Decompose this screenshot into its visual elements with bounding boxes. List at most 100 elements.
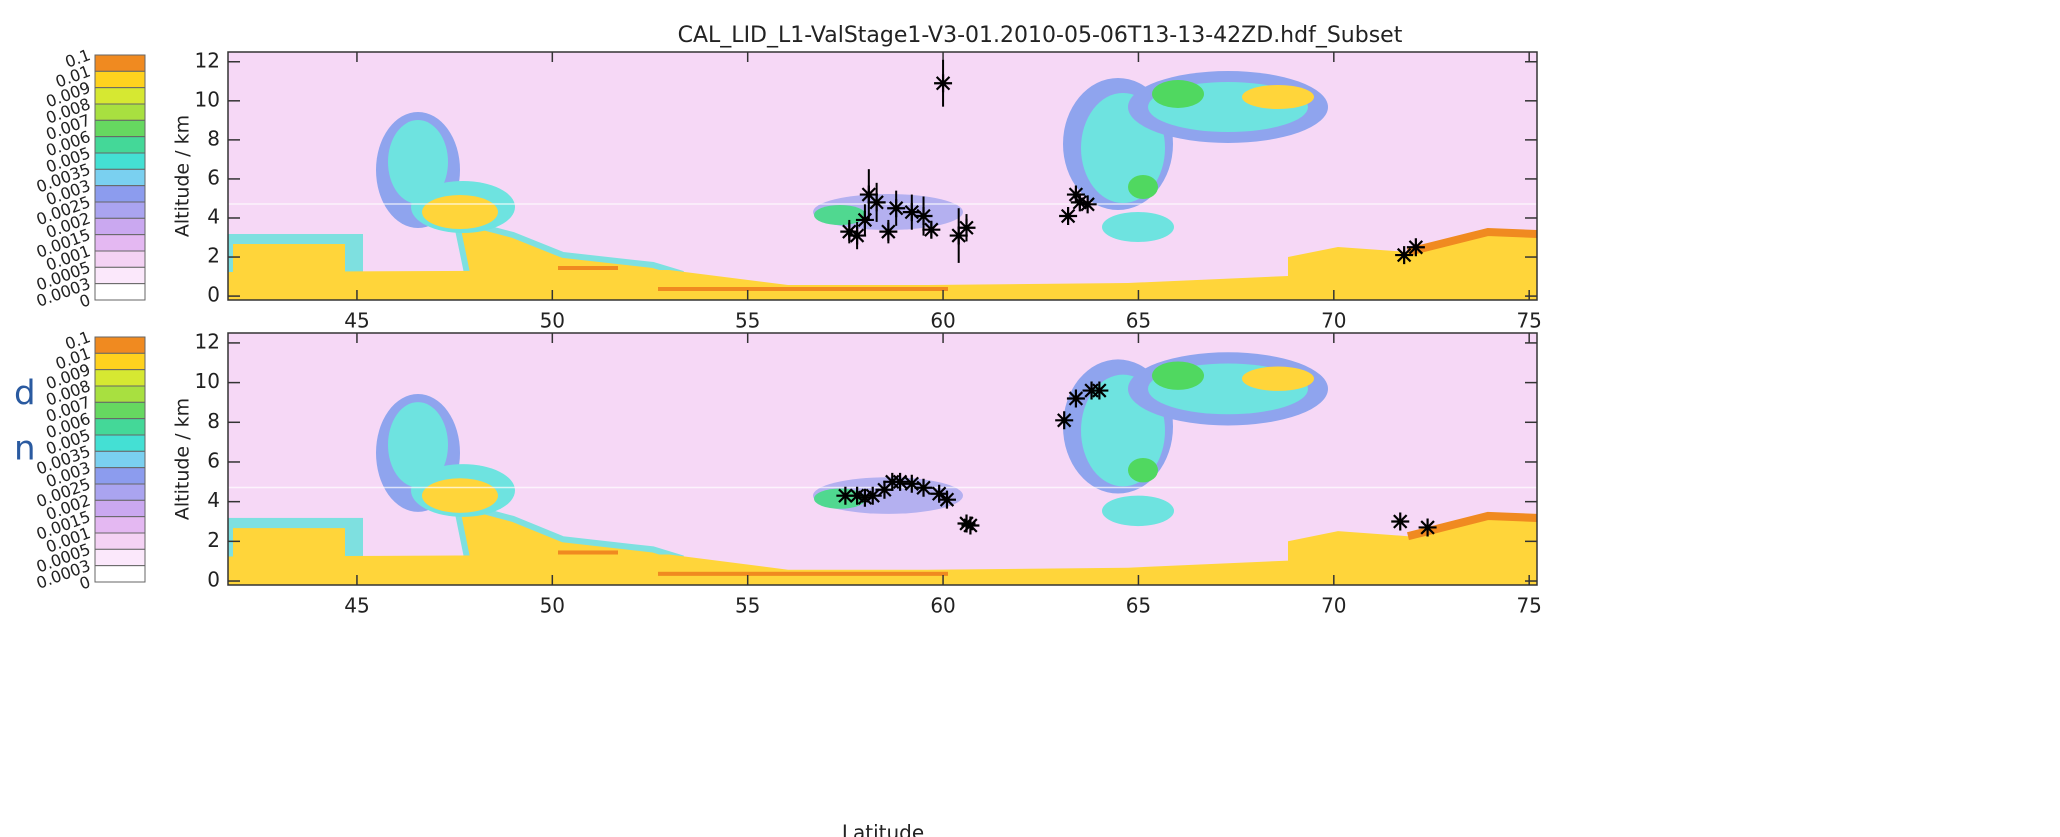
colorbar-swatch bbox=[94, 201, 146, 219]
data-point bbox=[1395, 246, 1414, 265]
colorbar-swatch bbox=[94, 168, 146, 187]
colorbar-swatch bbox=[94, 434, 146, 452]
backscatter-field bbox=[228, 333, 1537, 585]
data-point bbox=[949, 226, 968, 245]
data-point bbox=[914, 478, 933, 497]
colorbar-swatch bbox=[94, 532, 146, 550]
data-point bbox=[855, 488, 874, 507]
chart-title: CAL_LID_L1-ValStage1-V3-01.2010-05-06T13… bbox=[678, 23, 1403, 48]
x-tick-label: 50 bbox=[540, 309, 565, 333]
data-point bbox=[1090, 381, 1109, 400]
plot-frame bbox=[227, 51, 1538, 301]
backscatter-field bbox=[228, 52, 1537, 300]
y-tick-label: 8 bbox=[207, 126, 220, 150]
colorbar-swatch bbox=[94, 483, 146, 501]
data-point bbox=[922, 220, 941, 239]
y-axis-label: Altitude / km bbox=[172, 398, 194, 520]
data-point bbox=[1066, 389, 1085, 408]
colorbar-swatch bbox=[94, 136, 146, 154]
y-tick-label: 8 bbox=[207, 409, 220, 433]
x-tick-label: 45 bbox=[344, 309, 369, 333]
data-point bbox=[879, 222, 898, 241]
colorbar-swatch bbox=[94, 152, 146, 170]
colorbar-swatch bbox=[94, 103, 146, 121]
colorbar-swatch bbox=[94, 385, 146, 403]
data-point bbox=[930, 484, 949, 503]
x-axis-label: Latitude bbox=[842, 821, 924, 837]
y-tick-label: 6 bbox=[207, 165, 220, 189]
x-tick-label: 55 bbox=[735, 309, 760, 333]
colorbar-swatch bbox=[94, 450, 146, 469]
y-tick-label: 0 bbox=[207, 283, 220, 307]
y-tick-label: 4 bbox=[207, 488, 220, 512]
data-point bbox=[1059, 207, 1078, 226]
data-point bbox=[848, 226, 867, 245]
data-point bbox=[840, 222, 859, 241]
data-point bbox=[887, 199, 906, 218]
colorbar-swatch bbox=[94, 369, 146, 387]
data-point bbox=[1406, 238, 1425, 257]
data-point bbox=[902, 203, 921, 222]
x-tick-label: 70 bbox=[1321, 594, 1346, 618]
colorbar-swatch bbox=[94, 283, 146, 301]
colorbar-swatch bbox=[94, 418, 146, 436]
data-point bbox=[914, 207, 933, 226]
y-tick-label: 0 bbox=[207, 568, 220, 592]
data-point bbox=[875, 480, 894, 499]
colorbar-label: 0 bbox=[77, 290, 93, 311]
x-tick-label: 60 bbox=[930, 309, 955, 333]
x-tick-label: 70 bbox=[1321, 309, 1346, 333]
plot-frame bbox=[227, 332, 1538, 586]
x-tick-label: 55 bbox=[735, 594, 760, 618]
data-point bbox=[1418, 518, 1437, 537]
data-point bbox=[1055, 411, 1074, 430]
data-point bbox=[957, 218, 976, 237]
colorbar-swatch bbox=[94, 54, 146, 72]
data-point bbox=[902, 474, 921, 493]
data-point bbox=[1070, 193, 1089, 212]
colorbar-swatch bbox=[94, 499, 146, 518]
data-point bbox=[863, 486, 882, 505]
colorbar-swatch bbox=[94, 234, 146, 252]
data-point bbox=[891, 472, 910, 491]
data-point bbox=[961, 516, 980, 535]
colorbar-swatch bbox=[94, 70, 146, 89]
y-tick-label: 10 bbox=[195, 369, 220, 393]
data-point bbox=[1078, 195, 1097, 214]
data-point bbox=[937, 490, 956, 509]
data-point bbox=[859, 185, 878, 204]
cut-text: d bbox=[14, 374, 36, 414]
x-tick-label: 75 bbox=[1516, 309, 1541, 333]
x-tick-label: 65 bbox=[1126, 309, 1151, 333]
data-point bbox=[867, 193, 886, 212]
data-point bbox=[957, 514, 976, 533]
colorbar-swatch bbox=[94, 185, 146, 203]
x-tick-label: 45 bbox=[344, 594, 369, 618]
data-point bbox=[836, 486, 855, 505]
y-axis-label: Altitude / km bbox=[172, 115, 194, 237]
colorbar-swatch bbox=[94, 548, 146, 567]
colorbar-swatch bbox=[94, 266, 146, 285]
colorbar-swatch bbox=[94, 250, 146, 268]
y-tick-label: 2 bbox=[207, 528, 220, 552]
cut-text: n bbox=[14, 429, 36, 469]
y-tick-label: 2 bbox=[207, 244, 220, 268]
x-tick-label: 60 bbox=[930, 594, 955, 618]
data-point bbox=[934, 74, 953, 93]
colorbar-swatch bbox=[94, 467, 146, 485]
y-tick-label: 6 bbox=[207, 448, 220, 472]
y-tick-label: 12 bbox=[195, 48, 220, 72]
cloud-field bbox=[228, 333, 1537, 585]
colorbar-swatch bbox=[94, 217, 146, 236]
colorbar-label: 0 bbox=[77, 572, 93, 593]
colorbar-swatch bbox=[94, 336, 146, 354]
data-point bbox=[855, 210, 874, 229]
data-point bbox=[848, 486, 867, 505]
colorbar-swatch bbox=[94, 401, 146, 420]
colorbar-swatch bbox=[94, 87, 146, 105]
y-tick-label: 12 bbox=[195, 329, 220, 353]
data-point bbox=[1391, 512, 1410, 531]
colorbar-swatch bbox=[94, 119, 146, 138]
